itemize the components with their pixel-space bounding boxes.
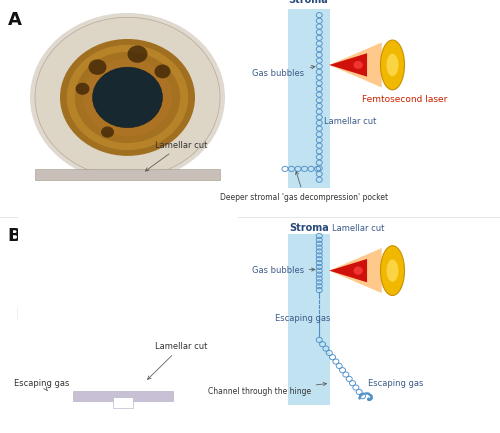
Ellipse shape: [386, 259, 398, 282]
Text: Lamellar cut: Lamellar cut: [148, 342, 208, 379]
Text: Escaping gas: Escaping gas: [368, 379, 423, 388]
Polygon shape: [329, 53, 367, 77]
Circle shape: [22, 227, 222, 401]
Polygon shape: [329, 248, 382, 293]
Circle shape: [154, 65, 170, 78]
Text: Gas bubbles: Gas bubbles: [252, 266, 315, 275]
Polygon shape: [329, 42, 382, 87]
FancyBboxPatch shape: [72, 391, 172, 401]
FancyBboxPatch shape: [35, 169, 220, 180]
Circle shape: [60, 39, 195, 156]
FancyBboxPatch shape: [112, 397, 132, 408]
FancyBboxPatch shape: [288, 9, 330, 188]
Text: Stroma: Stroma: [288, 0, 328, 5]
FancyBboxPatch shape: [8, 394, 237, 433]
Text: Femtosecond laser: Femtosecond laser: [362, 95, 448, 104]
Text: Gas bubbles: Gas bubbles: [252, 65, 315, 78]
Circle shape: [88, 59, 106, 75]
Text: Lamellar cut: Lamellar cut: [324, 117, 376, 126]
Ellipse shape: [380, 246, 404, 296]
Text: Lamellar cut: Lamellar cut: [332, 224, 385, 233]
Circle shape: [75, 52, 180, 143]
Circle shape: [35, 238, 210, 390]
Text: Stroma: Stroma: [290, 223, 329, 233]
Text: A: A: [8, 11, 22, 29]
Circle shape: [128, 45, 148, 63]
Ellipse shape: [386, 54, 398, 76]
Polygon shape: [329, 259, 367, 282]
FancyBboxPatch shape: [18, 175, 237, 433]
Circle shape: [92, 67, 162, 128]
Circle shape: [354, 61, 363, 69]
Circle shape: [101, 126, 114, 138]
Ellipse shape: [380, 40, 404, 90]
Circle shape: [354, 267, 363, 275]
Text: Escaping gas: Escaping gas: [14, 379, 70, 391]
Circle shape: [60, 259, 186, 368]
Text: Lamellar cut: Lamellar cut: [146, 141, 208, 171]
Circle shape: [30, 13, 225, 182]
Circle shape: [67, 45, 188, 150]
Text: Escaping gas: Escaping gas: [275, 314, 330, 323]
FancyBboxPatch shape: [288, 234, 330, 405]
Ellipse shape: [78, 277, 148, 316]
Text: Deeper stromal 'gas decompression' pocket: Deeper stromal 'gas decompression' pocke…: [220, 171, 388, 201]
Text: Channel through the hinge: Channel through the hinge: [208, 382, 326, 396]
Circle shape: [76, 83, 90, 95]
Text: B: B: [8, 227, 21, 246]
Circle shape: [83, 59, 172, 136]
Circle shape: [35, 17, 220, 178]
Circle shape: [18, 223, 228, 405]
